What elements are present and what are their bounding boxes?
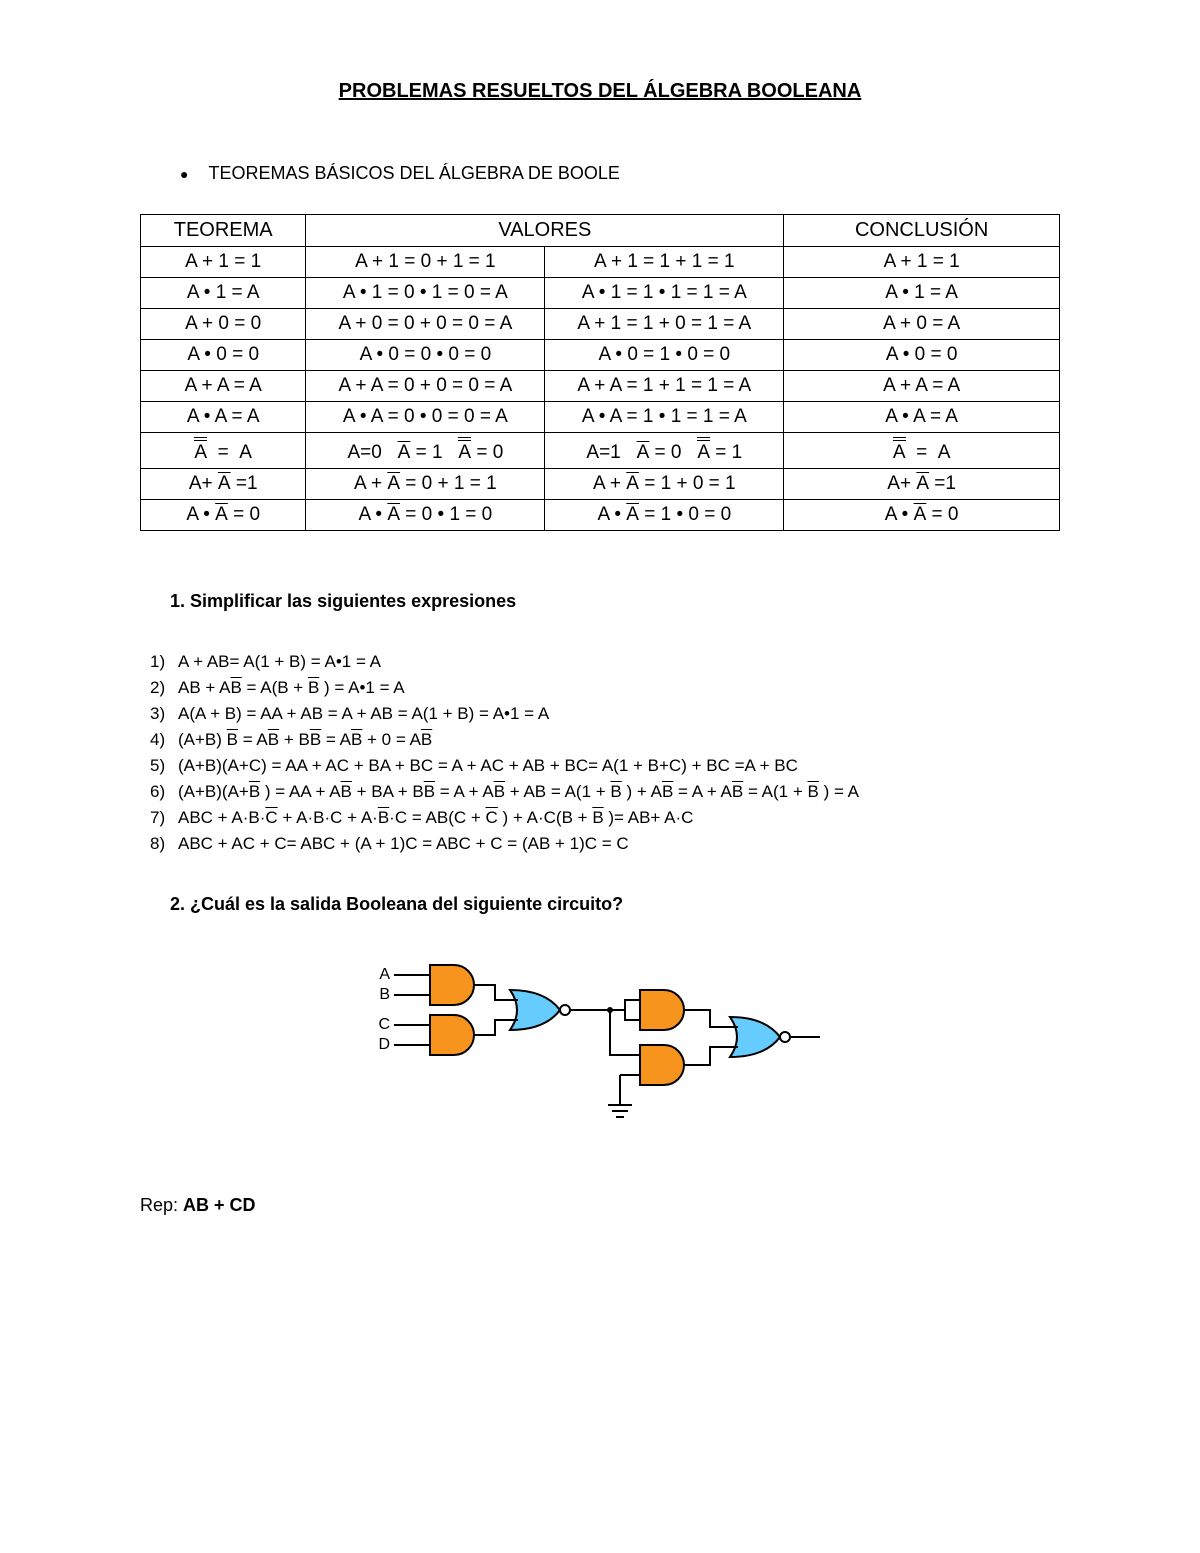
table-row: A+ A =1 A + A = 0 + 1 = 1 A + A = 1 + 0 … (141, 469, 1060, 500)
page-title: PROBLEMAS RESUELTOS DEL ÁLGEBRA BOOLEANA (140, 80, 1060, 103)
bullet-icon: ● (180, 166, 188, 182)
table-row: A • A = 0 A • A = 0 • 1 = 0 A • A = 1 • … (141, 500, 1060, 531)
list-item: 6)(A+B)(A+B ) = AA + AB + BA + BB = A + … (150, 782, 1060, 802)
subtitle-text: TEOREMAS BÁSICOS DEL ÁLGEBRA DE BOOLE (208, 163, 619, 184)
circuit-diagram: ABCD (140, 955, 1060, 1145)
section-2-heading: 2. ¿Cuál es la salida Booleana del sigui… (170, 894, 1060, 915)
list-item: 2)AB + AB = A(B + B ) = A•1 = A (150, 678, 1060, 698)
table-row: A • 0 = 0 A • 0 = 0 • 0 = 0 A • 0 = 1 • … (141, 340, 1060, 371)
theorems-table: TEOREMA VALORES CONCLUSIÓN A + 1 = 1 A +… (140, 214, 1060, 531)
subtitle-bullet: ● TEOREMAS BÁSICOS DEL ÁLGEBRA DE BOOLE (180, 163, 1060, 184)
table-row: A + A = A A + A = 0 + 0 = 0 = A A + A = … (141, 371, 1060, 402)
header-teorema: TEOREMA (141, 215, 306, 247)
svg-text:A: A (379, 966, 390, 983)
section-1-heading: 1. Simplificar las siguientes expresione… (170, 591, 1060, 612)
table-row: A • 1 = A A • 1 = 0 • 1 = 0 = A A • 1 = … (141, 278, 1060, 309)
list-item: 8)ABC + AC + C= ABC + (A + 1)C = ABC + C… (150, 834, 1060, 854)
list-item: 4)(A+B) B = AB + BB = AB + 0 = AB (150, 730, 1060, 750)
list-item: 5)(A+B)(A+C) = AA + AC + BA + BC = A + A… (150, 756, 1060, 776)
answer-label: Rep: (140, 1195, 183, 1215)
svg-text:C: C (378, 1016, 390, 1033)
list-item: 1)A + AB= A(1 + B) = A•1 = A (150, 652, 1060, 672)
svg-text:B: B (379, 986, 390, 1003)
expressions-list: 1)A + AB= A(1 + B) = A•1 = A 2)AB + AB =… (140, 652, 1060, 854)
table-row: A • A = A A • A = 0 • 0 = 0 = A A • A = … (141, 402, 1060, 433)
answer-line: Rep: AB + CD (140, 1195, 1060, 1216)
header-conclusion: CONCLUSIÓN (784, 215, 1060, 247)
table-row: A + 1 = 1 A + 1 = 0 + 1 = 1 A + 1 = 1 + … (141, 247, 1060, 278)
header-valores: VALORES (306, 215, 784, 247)
table-row: A + 0 = 0 A + 0 = 0 + 0 = 0 = A A + 1 = … (141, 309, 1060, 340)
list-item: 7)ABC + A·B·C + A·B·C + A·B·C = AB(C + C… (150, 808, 1060, 828)
table-header-row: TEOREMA VALORES CONCLUSIÓN (141, 215, 1060, 247)
svg-text:D: D (378, 1036, 390, 1053)
list-item: 3)A(A + B) = AA + AB = A + AB = A(1 + B)… (150, 704, 1060, 724)
table-row: A = A A=0 A = 1 A = 0 A=1 A = 0 A = 1 A … (141, 433, 1060, 469)
answer-value: AB + CD (183, 1195, 256, 1215)
